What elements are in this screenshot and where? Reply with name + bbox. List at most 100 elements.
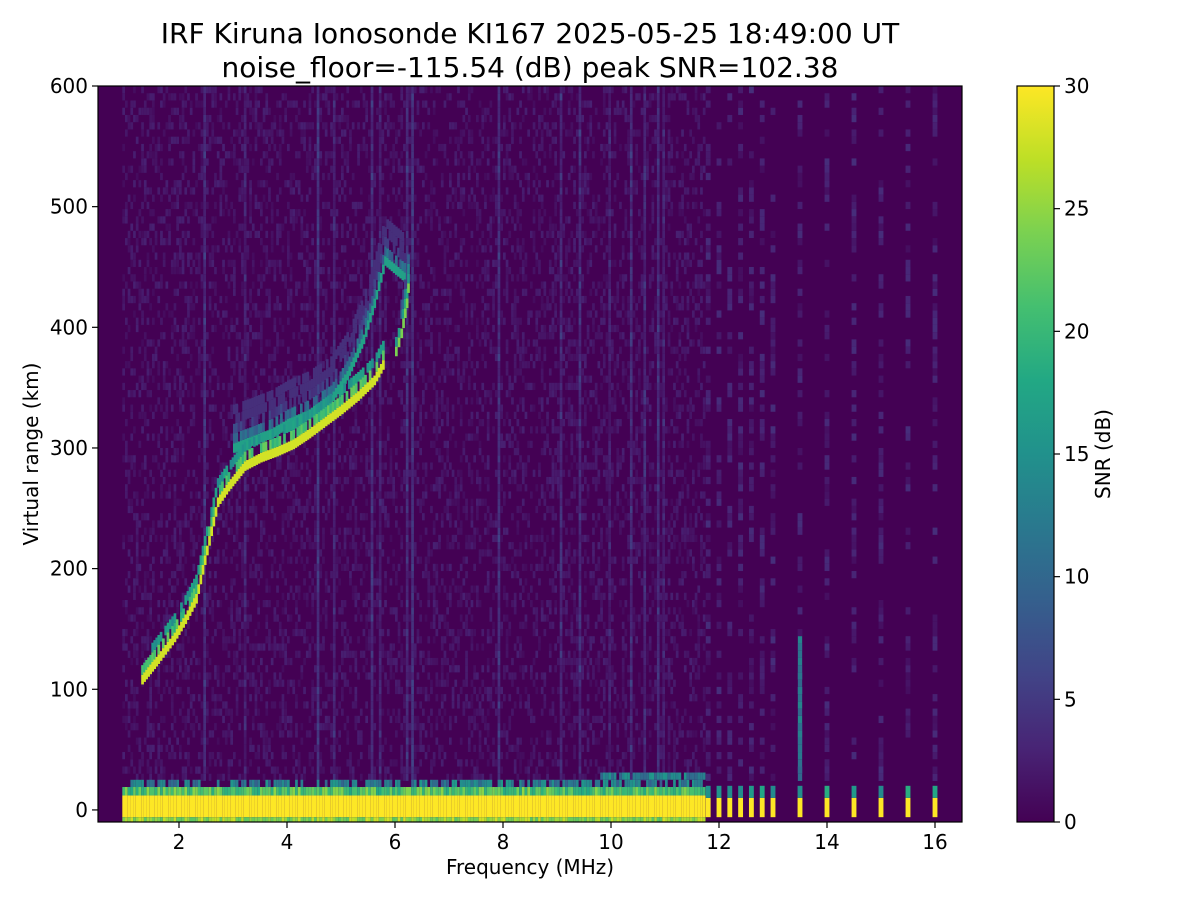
noise-cell	[465, 303, 468, 311]
noise-cell	[295, 571, 298, 579]
noise-cell	[497, 151, 501, 159]
noise-cell	[422, 686, 425, 695]
noise-cell	[486, 390, 490, 398]
noise-cell	[449, 513, 452, 521]
noise-cell	[405, 238, 409, 246]
noise-cell	[481, 419, 485, 427]
noise-cell	[411, 513, 414, 521]
noise-cell	[497, 317, 501, 325]
noise-cell	[143, 737, 147, 745]
noise-cell	[357, 737, 360, 745]
noise-cell	[273, 513, 277, 521]
noise-cell	[470, 599, 474, 608]
noise-cell	[378, 773, 382, 781]
noise-cell	[154, 281, 158, 289]
noise-cell	[216, 672, 220, 680]
noise-cell	[432, 368, 436, 376]
noise-cell	[260, 201, 263, 210]
noise-cell	[308, 303, 312, 311]
noise-cell	[370, 317, 374, 325]
noise-cell	[162, 129, 166, 137]
noise-cell	[281, 715, 285, 724]
noise-cell	[243, 281, 247, 289]
noise-cell	[257, 288, 260, 296]
noise-cell	[492, 534, 495, 543]
noise-cell	[157, 520, 161, 528]
noise-cell	[497, 549, 501, 557]
noise-cell	[330, 317, 333, 325]
noise-cell	[254, 136, 258, 144]
noise-cell	[127, 505, 131, 514]
noise-cell	[316, 209, 320, 217]
noise-cell	[384, 216, 387, 224]
noise-cell	[440, 368, 444, 376]
noise-cell	[184, 382, 188, 391]
noise-cell	[235, 353, 239, 362]
noise-cell	[332, 484, 336, 492]
noise-cell	[443, 252, 447, 260]
noise-cell	[349, 542, 352, 550]
noise-cell	[146, 744, 150, 753]
noise-cell	[297, 209, 301, 217]
noise-cell	[459, 288, 463, 296]
noise-cell	[384, 310, 387, 318]
noise-cell	[486, 505, 490, 514]
noise-cell	[478, 556, 482, 564]
noise-cell	[332, 216, 336, 224]
noise-cell	[378, 563, 382, 572]
noise-cell	[141, 752, 144, 760]
noise-cell	[133, 114, 136, 123]
noise-cell	[451, 368, 455, 376]
noise-cell	[413, 252, 417, 260]
noise-cell	[260, 158, 263, 166]
noise-cell	[287, 505, 290, 514]
noise-cell	[341, 295, 344, 304]
noise-cell	[152, 122, 155, 130]
noise-cell	[130, 259, 134, 267]
noise-cell	[127, 498, 131, 506]
noise-cell	[408, 469, 412, 477]
noise-cell	[389, 100, 393, 108]
noise-cell	[416, 107, 420, 115]
noise-cell	[243, 636, 247, 644]
noise-cell	[497, 122, 501, 130]
noise-cell	[197, 534, 201, 543]
noise-cell	[332, 556, 336, 564]
noise-cell	[243, 100, 247, 108]
noise-cell	[497, 375, 501, 383]
noise-cell	[278, 563, 282, 572]
noise-cell	[403, 375, 406, 383]
noise-cell	[243, 578, 247, 586]
noise-cell	[481, 122, 485, 130]
noise-cell	[138, 607, 142, 615]
noise-cell	[332, 628, 336, 637]
noise-cell	[176, 201, 179, 210]
noise-cell	[200, 230, 204, 239]
noise-cell	[405, 498, 409, 506]
noise-cell	[427, 310, 431, 318]
noise-cell	[384, 339, 387, 347]
noise-cell	[473, 708, 476, 716]
noise-cell	[311, 455, 314, 463]
noise-cell	[497, 578, 501, 586]
noise-cell	[243, 194, 247, 202]
noise-cell	[170, 723, 174, 731]
noise-cell	[430, 759, 433, 767]
noise-cell	[141, 317, 144, 325]
noise-cell	[227, 440, 231, 448]
noise-cell	[327, 715, 331, 724]
noise-cell	[224, 701, 228, 709]
noise-cell	[160, 759, 163, 767]
noise-cell	[486, 542, 490, 550]
noise-cell	[265, 100, 269, 108]
noise-cell	[192, 505, 196, 514]
noise-cell	[489, 773, 493, 781]
noise-cell	[122, 701, 125, 709]
noise-cell	[381, 136, 385, 144]
noise-cell	[227, 498, 231, 506]
noise-cell	[465, 599, 468, 608]
noise-cell	[492, 216, 495, 224]
noise-cell	[249, 643, 252, 651]
noise-cell	[489, 288, 493, 296]
noise-cell	[203, 324, 206, 333]
